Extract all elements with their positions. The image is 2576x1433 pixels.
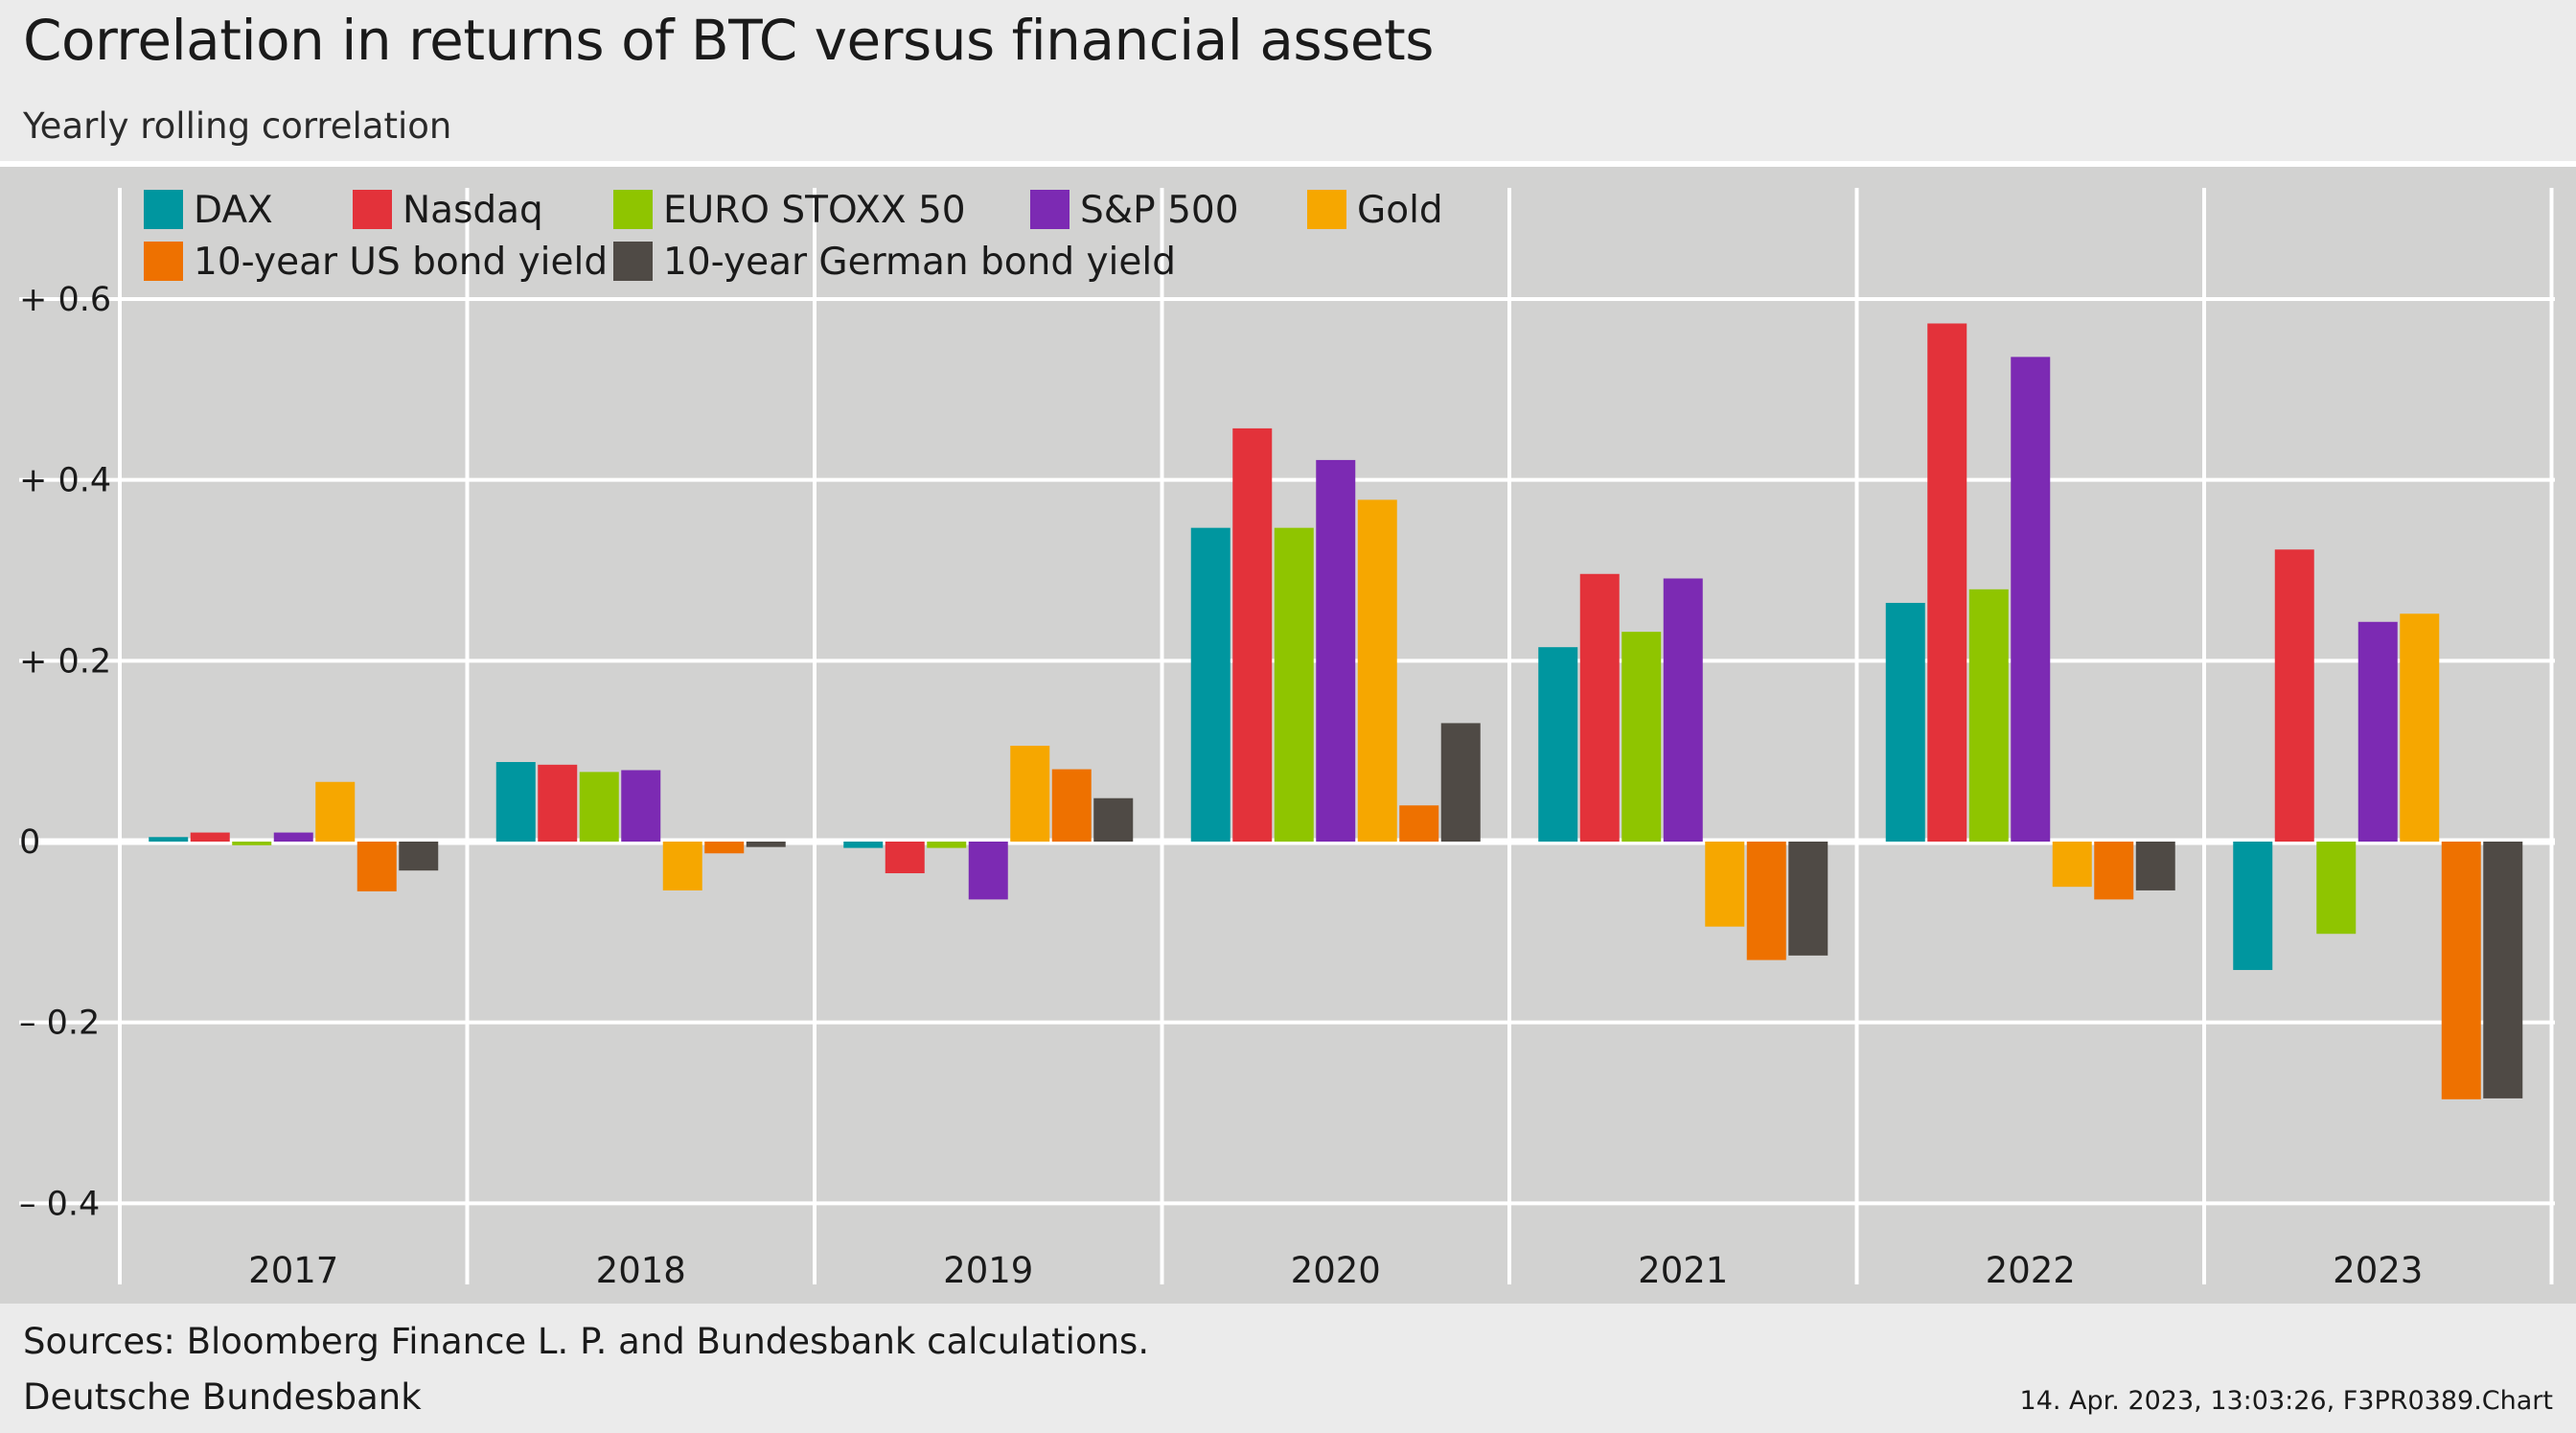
y-tick-label: 0 (19, 823, 40, 862)
legend-label: Nasdaq (402, 189, 543, 232)
legend-label: 10-year US bond yield (194, 241, 608, 284)
bar (1705, 842, 1745, 927)
y-tick-label: + 0.6 (19, 281, 111, 319)
bar (2400, 613, 2440, 842)
bar (1746, 842, 1786, 960)
bar (927, 842, 967, 848)
bar (1190, 527, 1230, 842)
x-tick-label: 2020 (1291, 1250, 1381, 1291)
bar (704, 842, 745, 854)
legend-label: DAX (194, 189, 273, 232)
bar (2358, 621, 2398, 842)
bar (1538, 647, 1578, 842)
bar (2316, 842, 2357, 935)
legend-label: S&P 500 (1080, 189, 1239, 232)
bar (843, 842, 884, 848)
bar (885, 842, 925, 874)
x-tick-label: 2023 (2333, 1250, 2423, 1291)
bar (1051, 769, 1092, 842)
bar (1440, 723, 1481, 842)
bar (1316, 459, 1356, 842)
bar (273, 832, 313, 842)
legend-swatch (1307, 190, 1346, 229)
header-divider (0, 161, 2576, 167)
legend: DAX Nasdaq EURO STOXX 50 S&P 500 Gold 10-year… (144, 189, 1443, 284)
y-tick-label: – 0.4 (19, 1185, 100, 1223)
y-tick-label: – 0.2 (19, 1005, 100, 1043)
bar (746, 842, 786, 847)
legend-swatch (613, 190, 653, 229)
bar (1663, 578, 1703, 842)
bar (315, 781, 356, 842)
bar (1622, 632, 1662, 842)
bar-chart: + 0.6 + 0.4 + 0.2 0 – 0.2 – 0.4 2017 2018 2019 20… (0, 161, 2576, 1304)
legend-label: EURO STOXX 50 (663, 189, 966, 232)
x-tick-label: 2019 (943, 1250, 1033, 1291)
y-tick-label: + 0.4 (19, 462, 111, 500)
bar (1010, 746, 1050, 842)
legend-swatch (353, 190, 392, 229)
axis-layer: + 0.6 + 0.4 + 0.2 0 – 0.2 – 0.4 2017 2018 2019 20… (19, 281, 2554, 1291)
bar (538, 764, 578, 842)
bar (1788, 842, 1828, 956)
bar (2274, 549, 2314, 842)
y-tick-label: + 0.2 (19, 642, 111, 681)
bar (2483, 842, 2523, 1098)
bar (2441, 842, 2481, 1099)
bar (1232, 428, 1273, 842)
bar (190, 832, 230, 842)
bar (1968, 589, 2009, 842)
bar (579, 772, 619, 842)
legend-label: Gold (1357, 189, 1443, 232)
bar (2052, 842, 2092, 888)
bars-layer (149, 323, 2523, 1099)
x-tick-label: 2022 (1986, 1250, 2076, 1291)
legend-swatch (613, 242, 653, 281)
bar (1274, 527, 1314, 842)
bar (1093, 797, 1134, 842)
bar (1579, 573, 1620, 842)
chart-stamp: 14. Apr. 2023, 13:03:26, F3PR0389.Chart (2019, 1386, 2553, 1416)
bar (2233, 842, 2273, 970)
bar (662, 842, 702, 890)
bar (2094, 842, 2134, 900)
x-tick-label: 2018 (596, 1250, 686, 1291)
legend-swatch (1030, 190, 1070, 229)
bar (495, 761, 536, 842)
bar (968, 842, 1008, 900)
bar (1357, 499, 1397, 842)
bar (1927, 323, 1967, 843)
x-tick-label: 2017 (248, 1250, 338, 1291)
bar (356, 842, 397, 891)
bar (1885, 602, 1925, 842)
sources-note: Sources: Bloomberg Finance L. P. and Bun… (23, 1321, 1150, 1362)
bar (621, 770, 661, 842)
bar (232, 842, 272, 845)
bar (2011, 357, 2051, 842)
publisher-name: Deutsche Bundesbank (23, 1376, 422, 1418)
bar (1399, 805, 1439, 842)
chart-title: Correlation in returns of BTC versus fin… (23, 8, 1434, 73)
chart-subtitle: Yearly rolling correlation (23, 105, 452, 147)
bar (399, 842, 439, 871)
legend-swatch (144, 190, 183, 229)
legend-label: 10-year German bond yield (663, 241, 1176, 284)
legend-swatch (144, 242, 183, 281)
x-tick-label: 2021 (1638, 1250, 1728, 1291)
bar (2135, 842, 2175, 890)
bar (149, 837, 189, 842)
